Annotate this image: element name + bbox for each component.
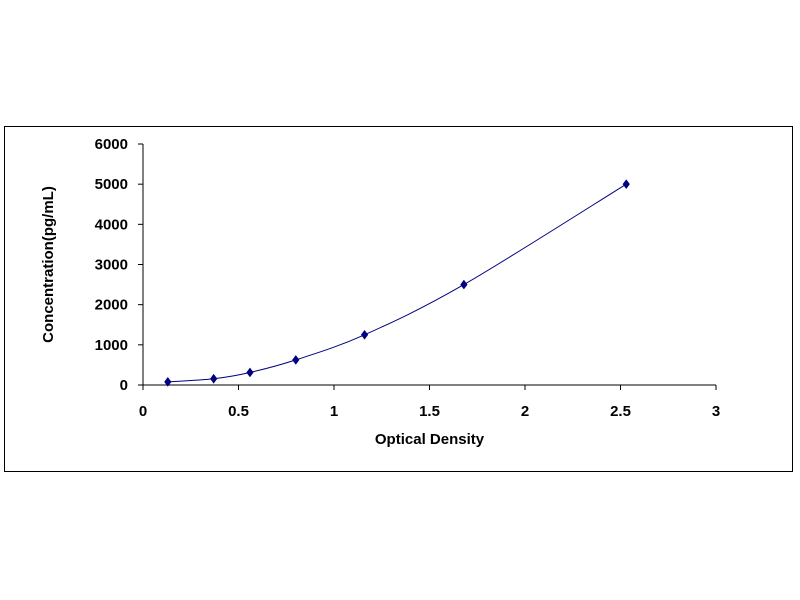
x-tick-label: 0 [139,403,147,420]
y-axis-title: Concentration(pg/mL) [40,186,57,343]
y-tick-label: 5000 [95,176,128,193]
x-ticks: 0 0.5 1 1.5 2 2.5 3 [139,385,720,420]
fit-curve [167,183,627,383]
data-point [164,377,172,387]
x-tick-label: 1.5 [419,403,440,420]
y-ticks: 0 1000 2000 3000 4000 5000 6000 [95,136,143,394]
data-points [164,179,630,387]
y-tick-label: 3000 [95,257,128,274]
chart-frame [4,126,793,472]
y-tick-label: 0 [120,377,128,394]
y-tick-label: 4000 [95,216,128,233]
x-tick-label: 3 [712,403,720,420]
x-tick-label: 2.5 [610,403,631,420]
x-tick-label: 2 [521,403,529,420]
data-point [292,355,300,365]
x-axis-title: Optical Density [375,431,485,448]
x-tick-label: 1 [330,403,338,420]
data-point [360,329,369,340]
y-tick-label: 1000 [95,337,128,354]
data-point [622,179,630,190]
x-tick-label: 0.5 [228,403,249,420]
y-tick-label: 6000 [95,136,128,153]
data-point [246,367,254,378]
data-point [460,279,468,290]
data-point [210,373,218,384]
y-tick-label: 2000 [95,297,128,314]
axes [142,144,716,386]
